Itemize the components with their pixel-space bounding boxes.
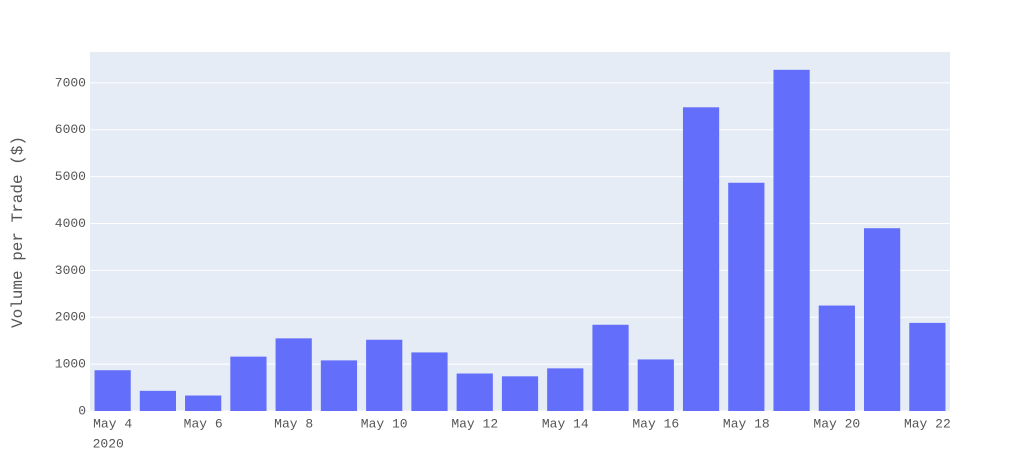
bar: [456, 373, 493, 411]
y-tick-label: 2000: [55, 310, 86, 325]
bar: [637, 359, 674, 411]
x-tick-label: May 10: [361, 416, 408, 431]
bar: [275, 338, 312, 411]
y-tick-label: 0: [78, 403, 86, 418]
bar: [366, 339, 403, 411]
x-tick-label: May 22: [904, 416, 951, 431]
bar: [728, 182, 765, 411]
x-tick-label: May 16: [632, 416, 679, 431]
bar: [501, 376, 539, 411]
y-tick-label: 4000: [55, 216, 86, 231]
y-tick-label: 3000: [55, 263, 86, 278]
bar: [139, 390, 176, 411]
y-tick-label: 7000: [55, 75, 86, 90]
bar: [411, 352, 448, 411]
y-axis-title: Volume per Trade ($): [9, 136, 27, 328]
bar: [773, 69, 810, 412]
y-tick-label: 1000: [55, 357, 86, 372]
bar: [547, 368, 584, 411]
bar: [185, 395, 222, 411]
x-tick-label: May 20: [813, 416, 860, 431]
bar: [682, 107, 720, 412]
x-tick-label: May 6: [184, 416, 223, 431]
x-tick-label: May 14: [542, 416, 589, 431]
y-tick-label: 6000: [55, 122, 86, 137]
bar: [320, 360, 358, 411]
bar: [592, 324, 629, 411]
y-tick-label: 5000: [55, 169, 86, 184]
bar: [94, 370, 131, 411]
x-tick-label: May 12: [451, 416, 498, 431]
x-tick-label: May 4: [93, 416, 132, 431]
x-year-label: 2020: [93, 436, 124, 451]
x-tick-label: May 8: [274, 416, 313, 431]
bar: [909, 322, 946, 411]
bar: [230, 356, 267, 411]
bar: [864, 228, 901, 411]
x-tick-label: May 18: [723, 416, 770, 431]
bar: [818, 305, 855, 411]
